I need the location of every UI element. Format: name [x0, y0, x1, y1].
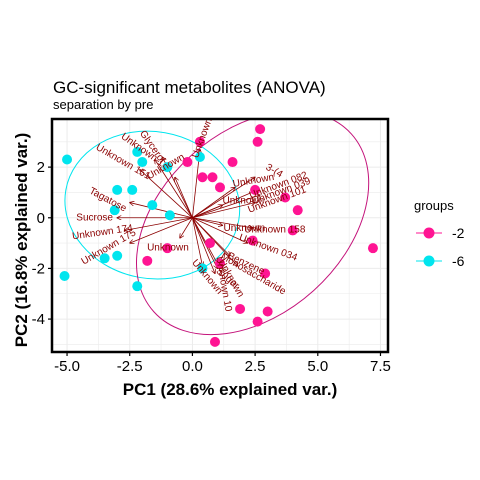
y-tick-label: -4 [32, 311, 45, 328]
loading-arrow [192, 203, 255, 219]
data-point [215, 182, 225, 193]
loading-arrow [192, 217, 202, 266]
chart-title: GC-significant metabolites (ANOVA) [53, 78, 326, 97]
data-point [207, 172, 218, 183]
data-point [252, 136, 263, 147]
confidence-ellipse [64, 130, 241, 280]
data-point [292, 205, 303, 216]
y-tick-label: -2 [32, 260, 45, 277]
data-point [194, 151, 205, 162]
data-point [164, 210, 175, 221]
loading-arrow [175, 177, 193, 218]
legend-key-cyan [416, 255, 442, 267]
data-point [112, 184, 123, 195]
data-point [227, 157, 238, 168]
data-point [255, 124, 266, 135]
loading-label: Unknown 158 [244, 224, 306, 235]
legend-label: -6 [452, 253, 465, 269]
data-point [62, 154, 73, 165]
data-point [235, 303, 246, 314]
x-tick-label: 7.5 [370, 358, 391, 375]
legend-item-minus-2: -2 [414, 223, 480, 243]
y-axis-title: PC2 (16.8% explained var.) [12, 132, 31, 348]
loading-arrow [125, 217, 193, 231]
loading-label: Unknown [147, 242, 189, 253]
data-point [367, 243, 378, 254]
data-point [215, 258, 225, 269]
data-point [247, 235, 258, 246]
legend-title: groups [414, 198, 454, 213]
data-point [262, 306, 273, 317]
loading-label: Unknown [224, 223, 266, 234]
loading-arrow [140, 170, 193, 219]
data-point [147, 200, 158, 211]
data-point [182, 157, 193, 168]
loading-arrow [192, 205, 222, 219]
loading-arrow [130, 217, 193, 243]
data-point [132, 146, 143, 157]
data-point [109, 205, 120, 216]
data-point [252, 316, 263, 327]
chart-subtitle: separation by pre [53, 97, 154, 112]
confidence-ellipse [136, 119, 370, 336]
loading-arrow [192, 217, 247, 243]
data-point [142, 255, 153, 266]
data-point [287, 225, 298, 236]
data-point [132, 281, 143, 292]
loading-arrow [192, 217, 222, 226]
x-tick-label: -5.0 [54, 358, 80, 375]
data-point [194, 136, 205, 147]
data-point [280, 192, 291, 203]
data-point [137, 157, 148, 168]
data-point [127, 184, 138, 195]
loading-arrow [192, 177, 255, 219]
loading-arrow [155, 160, 193, 218]
loading-arrow [192, 195, 260, 219]
data-point [250, 184, 261, 195]
loading-arrow [192, 217, 215, 274]
data-point [197, 172, 208, 183]
x-tick-label: 5.0 [307, 358, 328, 375]
data-point [162, 162, 173, 173]
loading-arrow [192, 187, 235, 219]
data-point [197, 263, 208, 274]
plot-border [50, 117, 390, 354]
loading-label: Sucrose [76, 212, 113, 223]
loading-arrow [130, 203, 193, 219]
legend-key-magenta [416, 227, 442, 239]
x-tick-label: -2.5 [117, 358, 143, 375]
data-point [162, 243, 173, 254]
legend-label: -2 [452, 225, 465, 241]
data-point [209, 336, 220, 347]
data-point [204, 238, 215, 249]
loading-label: Unknown [222, 195, 264, 206]
legend-item-minus-6: -6 [414, 251, 480, 271]
loading-arrow [192, 217, 237, 266]
data-point [260, 268, 271, 279]
data-point [59, 271, 70, 282]
loading-arrow [180, 217, 193, 238]
y-tick-label: 0 [37, 210, 45, 227]
data-point [99, 253, 110, 264]
x-axis-title: PC1 (28.6% explained var.) [122, 380, 338, 399]
x-tick-label: 0.0 [182, 358, 203, 375]
data-point [112, 250, 123, 261]
y-tick-label: 2 [37, 159, 45, 176]
loading-label: Tagatose [87, 186, 128, 215]
x-tick-label: 2.5 [245, 358, 266, 375]
